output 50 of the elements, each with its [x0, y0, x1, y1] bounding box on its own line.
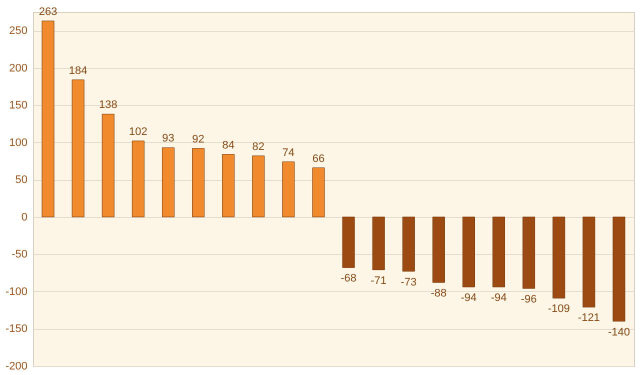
- bar: [582, 216, 596, 308]
- y-tick-label: 250: [9, 25, 28, 38]
- bar: [132, 140, 144, 218]
- bar: [312, 168, 325, 218]
- data-label: 184: [68, 64, 88, 77]
- bar: [102, 114, 114, 218]
- data-label: -68: [340, 272, 356, 285]
- data-label: -71: [370, 274, 387, 287]
- data-label: 74: [282, 146, 295, 159]
- y-tick-label: -100: [5, 286, 28, 298]
- data-label: 263: [38, 6, 58, 18]
- bar: [342, 216, 355, 268]
- data-label: -109: [548, 303, 570, 316]
- bar: [42, 20, 54, 218]
- data-label: 93: [162, 132, 174, 145]
- y-tick-label: 200: [9, 62, 28, 74]
- y-tick-label: 150: [9, 100, 28, 112]
- bar: [612, 216, 626, 322]
- bar: [552, 216, 566, 298]
- data-label: 102: [128, 126, 148, 138]
- data-label: -94: [490, 292, 507, 304]
- bar: [252, 156, 265, 218]
- y-tick-label: -200: [5, 360, 28, 372]
- data-label: 138: [98, 99, 118, 112]
- y-tick-label: 50: [15, 174, 28, 186]
- data-label: -96: [520, 293, 537, 306]
- bar: [402, 216, 415, 272]
- data-label: -88: [430, 288, 447, 300]
- bar: [72, 80, 84, 218]
- bar: [162, 147, 174, 218]
- bar: [492, 216, 506, 288]
- y-tick-label: -50: [12, 248, 28, 261]
- data-label: 82: [252, 140, 264, 153]
- bar: [522, 216, 536, 289]
- y-tick-label: 0: [21, 211, 28, 224]
- y-tick-label: 100: [9, 136, 28, 149]
- y-tick-label: -150: [5, 323, 28, 336]
- data-label: 66: [312, 152, 325, 165]
- bar: [462, 216, 475, 288]
- bar: [282, 162, 295, 218]
- data-label: 84: [222, 139, 234, 152]
- data-label: -94: [460, 292, 477, 304]
- data-label: -121: [578, 312, 600, 324]
- data-label: 92: [192, 133, 204, 146]
- bar: [432, 216, 445, 283]
- bar: [192, 148, 205, 218]
- bar: [372, 216, 385, 270]
- data-label: -140: [608, 326, 630, 338]
- bar: [222, 154, 235, 218]
- data-label: -73: [400, 276, 417, 288]
